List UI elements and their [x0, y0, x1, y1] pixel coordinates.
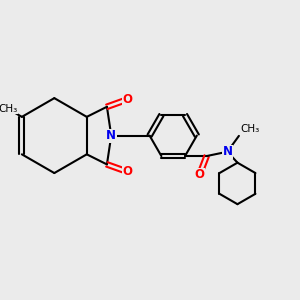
Text: N: N	[106, 129, 116, 142]
Text: O: O	[122, 93, 132, 106]
Text: O: O	[122, 165, 132, 178]
Text: CH₃: CH₃	[0, 104, 18, 114]
Text: O: O	[194, 168, 204, 181]
Text: CH₃: CH₃	[240, 124, 260, 134]
Text: N: N	[222, 145, 233, 158]
